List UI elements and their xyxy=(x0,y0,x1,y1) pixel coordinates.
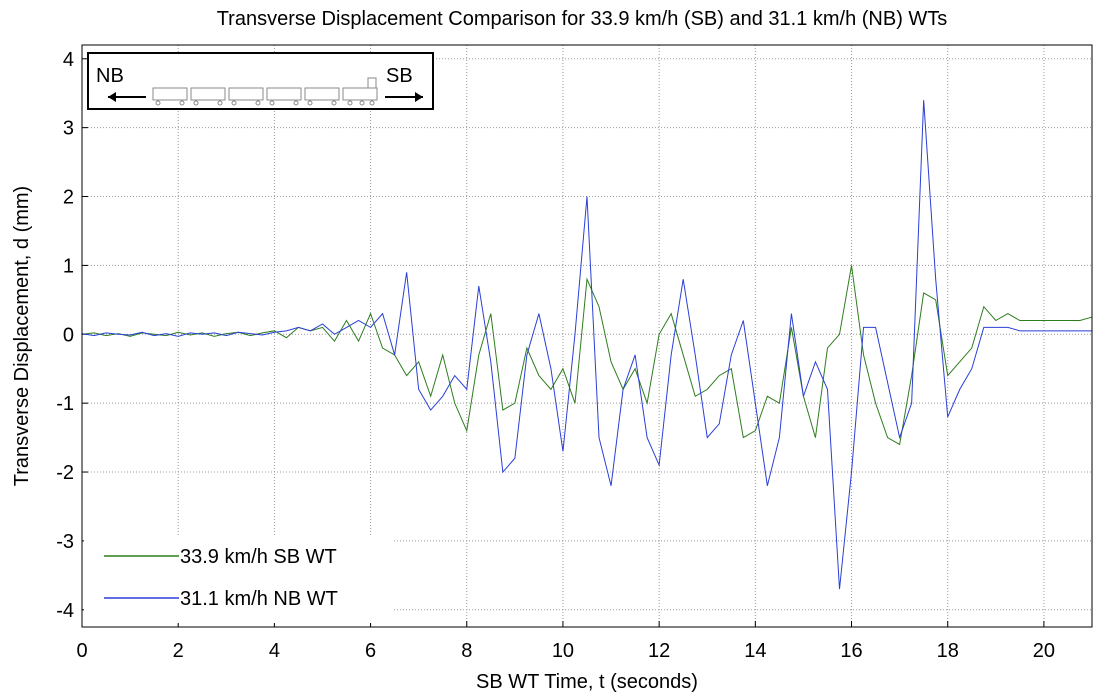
x-axis-label: SB WT Time, t (seconds) xyxy=(476,671,698,693)
series-line xyxy=(81,100,1092,590)
inset-box xyxy=(87,52,434,110)
y-tick-label: 1 xyxy=(63,255,74,277)
x-tick-label: 14 xyxy=(744,640,766,662)
y-tick-label: 4 xyxy=(63,49,74,71)
chart-title: Transverse Displacement Comparison for 3… xyxy=(217,8,948,30)
x-tick-label: 12 xyxy=(648,640,670,662)
train-icon xyxy=(152,77,378,106)
x-tick-label: 10 xyxy=(552,640,574,662)
x-tick-label: 6 xyxy=(365,640,376,662)
y-tick-label: -4 xyxy=(56,600,74,622)
y-tick-label: -3 xyxy=(56,531,74,553)
x-tick-label: 8 xyxy=(461,640,472,662)
arrow-sb-head xyxy=(415,92,423,102)
series-line xyxy=(81,265,1093,446)
inset-sb: SB xyxy=(386,65,413,87)
y-tick-label: -1 xyxy=(56,393,74,415)
legend: 33.9 km/h SB WT 31.1 km/h NB WT xyxy=(84,535,394,623)
y-tick-label: 3 xyxy=(63,118,74,140)
y-tick-label: 0 xyxy=(63,324,74,346)
plot-frame xyxy=(81,44,1093,628)
y-tick-label: 2 xyxy=(63,187,74,209)
legend-label: 31.1 km/h NB WT xyxy=(180,588,338,610)
x-tick-label: 20 xyxy=(1033,640,1055,662)
x-tick-label: 0 xyxy=(76,640,87,662)
legend-label: 33.9 km/h SB WT xyxy=(180,546,337,568)
y-axis-label: Transverse Displacement, d (mm) xyxy=(11,186,33,486)
x-tick-label: 18 xyxy=(937,640,959,662)
inset-nb: NB xyxy=(96,65,124,87)
plot-lines xyxy=(81,100,1093,590)
y-tick-label: -2 xyxy=(56,462,74,484)
inset: NB SB xyxy=(87,52,434,110)
x-tick-label: 2 xyxy=(173,640,184,662)
x-tick-label: 4 xyxy=(269,640,280,662)
arrow-nb-head xyxy=(108,92,116,102)
x-tick-label: 16 xyxy=(840,640,862,662)
legend-box xyxy=(84,535,394,623)
